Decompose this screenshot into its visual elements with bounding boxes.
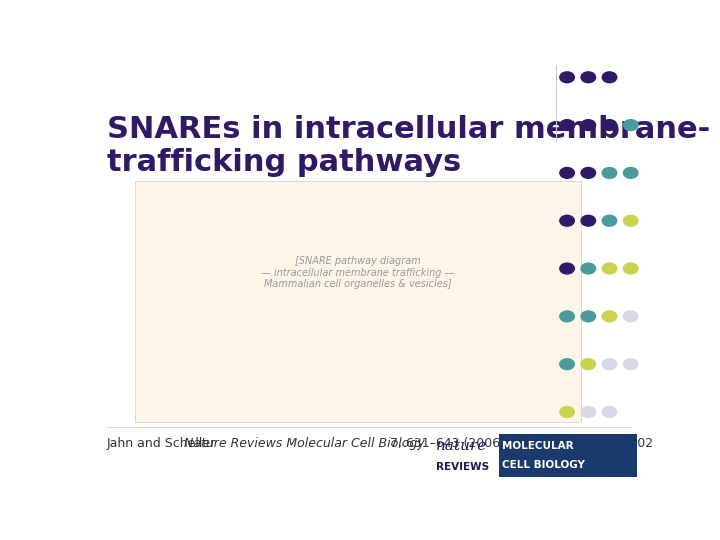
Circle shape [602,359,617,369]
Circle shape [624,167,638,178]
Circle shape [560,263,575,274]
Circle shape [581,215,595,226]
Circle shape [581,263,595,274]
Text: Jahn and Scheller: Jahn and Scheller [107,437,220,450]
Circle shape [581,359,595,369]
Circle shape [602,167,617,178]
Circle shape [560,311,575,322]
Circle shape [624,215,638,226]
Circle shape [602,263,617,274]
Text: REVIEWS: REVIEWS [436,462,489,472]
Circle shape [560,120,575,131]
FancyBboxPatch shape [135,181,581,422]
Circle shape [602,72,617,83]
Circle shape [602,311,617,322]
Circle shape [560,215,575,226]
Circle shape [581,407,595,417]
Text: CELL BIOLOGY: CELL BIOLOGY [503,460,585,470]
Text: Nature Reviews Molecular Cell Biology: Nature Reviews Molecular Cell Biology [184,437,424,450]
Circle shape [581,167,595,178]
Circle shape [560,407,575,417]
Text: 7, 631–643 (2006) | doi:10.1038/nrm2002: 7, 631–643 (2006) | doi:10.1038/nrm2002 [390,437,653,450]
Circle shape [560,167,575,178]
Text: MOLECULAR: MOLECULAR [503,442,574,451]
Circle shape [560,72,575,83]
Circle shape [624,359,638,369]
Text: SNAREs in intracellular membrane-
trafficking pathways: SNAREs in intracellular membrane- traffi… [107,114,710,177]
Circle shape [581,120,595,131]
Text: [SNARE pathway diagram
— intracellular membrane trafficking —
Mammalian cell org: [SNARE pathway diagram — intracellular m… [261,256,454,289]
Circle shape [581,72,595,83]
Circle shape [624,311,638,322]
Circle shape [581,311,595,322]
Circle shape [602,215,617,226]
FancyBboxPatch shape [499,434,637,477]
Text: nature: nature [436,439,487,453]
Circle shape [624,263,638,274]
Circle shape [602,120,617,131]
Circle shape [560,359,575,369]
Circle shape [602,407,617,417]
Circle shape [624,120,638,131]
